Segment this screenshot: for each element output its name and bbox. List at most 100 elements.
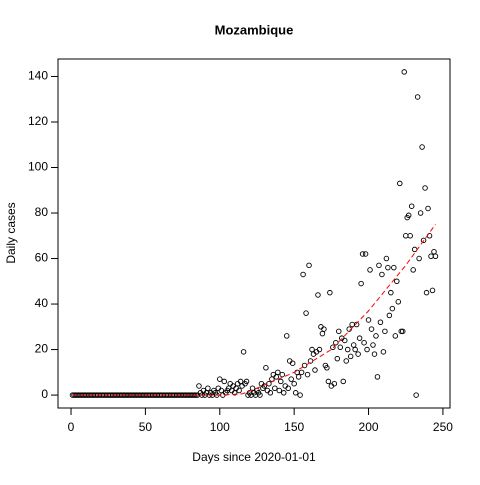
point (344, 346, 351, 353)
y-tick-label: 20 (35, 342, 49, 356)
point (278, 378, 284, 385)
point (374, 374, 381, 380)
point (419, 144, 425, 150)
point (392, 333, 399, 339)
point (423, 289, 430, 296)
point (261, 383, 268, 389)
point (307, 358, 314, 364)
point (371, 351, 378, 357)
point (292, 390, 299, 396)
point (394, 278, 400, 285)
trend-line (72, 224, 436, 396)
point (321, 326, 327, 332)
point (240, 349, 247, 355)
point (288, 376, 294, 382)
point (356, 335, 363, 341)
point (300, 271, 306, 278)
point (217, 376, 223, 382)
point (301, 362, 308, 369)
point (377, 319, 384, 326)
point (279, 371, 286, 378)
point (382, 328, 388, 335)
point (347, 353, 354, 360)
point (298, 369, 305, 376)
point (379, 271, 385, 278)
point (416, 255, 422, 262)
point (432, 253, 439, 260)
point (383, 255, 390, 262)
point (395, 299, 402, 305)
point (325, 378, 332, 385)
x-tick-label: 0 (68, 420, 75, 434)
point (408, 203, 415, 209)
point (391, 264, 397, 271)
point (306, 262, 312, 269)
y-tick-label: 40 (35, 296, 49, 310)
point (370, 342, 376, 348)
point (327, 289, 333, 296)
point (303, 310, 309, 316)
point (389, 305, 396, 312)
point (297, 392, 303, 398)
point (272, 385, 278, 391)
point (410, 267, 416, 273)
point (400, 328, 406, 335)
point (337, 344, 344, 351)
point (353, 321, 360, 328)
point (352, 346, 358, 353)
point (275, 369, 281, 376)
point (414, 94, 421, 100)
point (312, 367, 318, 373)
point (221, 378, 227, 385)
point (359, 251, 366, 257)
point (429, 287, 436, 294)
point (243, 378, 250, 385)
y-tick-label: 120 (28, 114, 48, 128)
point (380, 349, 387, 355)
point (291, 380, 297, 387)
point (368, 326, 375, 332)
point (364, 346, 370, 353)
chart-title: Mozambique (215, 22, 294, 37)
point (358, 280, 364, 287)
y-tick-label: 80 (35, 205, 49, 219)
point (316, 346, 323, 353)
point (281, 390, 287, 396)
point (385, 264, 391, 271)
point (334, 355, 341, 362)
point (283, 333, 290, 339)
point (304, 371, 311, 378)
point (361, 339, 367, 346)
y-tick-label: 0 (41, 387, 48, 401)
point (355, 351, 361, 357)
y-tick-label: 60 (35, 251, 49, 265)
x-tick-label: 150 (284, 420, 304, 434)
point (343, 358, 349, 364)
point (263, 365, 269, 371)
point (276, 387, 283, 394)
x-tick-label: 50 (139, 420, 153, 434)
point (236, 387, 242, 394)
y-tick-label: 140 (28, 69, 48, 83)
point (417, 210, 424, 216)
point (257, 392, 263, 398)
point (324, 365, 330, 371)
point (331, 380, 338, 387)
plot-box (57, 58, 451, 409)
point (267, 390, 274, 396)
x-tick-label: 200 (359, 420, 379, 434)
point (341, 337, 348, 344)
point (397, 180, 403, 187)
point (330, 344, 336, 351)
point (405, 212, 412, 219)
point (413, 392, 419, 398)
point (373, 333, 379, 339)
point (420, 237, 427, 244)
point (367, 267, 373, 273)
point (365, 317, 372, 323)
point (376, 262, 382, 269)
point (401, 69, 407, 75)
y-tick-label: 100 (28, 160, 48, 174)
